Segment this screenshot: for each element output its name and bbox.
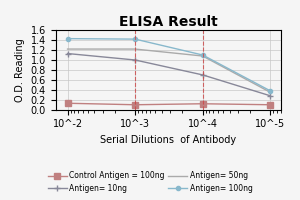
Antigen= 100ng [201,54,205,56]
Control Antigen = 100ng [268,104,272,106]
Title: ELISA Result: ELISA Result [119,15,218,29]
Control Antigen = 100ng [66,102,69,104]
Antigen= 100ng [133,38,137,40]
X-axis label: Serial Dilutions  of Antibody: Serial Dilutions of Antibody [100,135,236,145]
Antigen= 10ng [133,59,137,61]
Antigen= 50ng [268,91,272,94]
Line: Antigen= 50ng: Antigen= 50ng [68,49,270,92]
Control Antigen = 100ng [201,103,205,105]
Antigen= 100ng [66,37,69,40]
Antigen= 10ng [268,95,272,97]
Antigen= 10ng [201,74,205,76]
Y-axis label: O.D. Reading: O.D. Reading [15,38,25,102]
Antigen= 100ng [268,90,272,92]
Control Antigen = 100ng [133,104,137,106]
Line: Antigen= 10ng: Antigen= 10ng [64,50,274,99]
Antigen= 50ng [66,48,69,50]
Legend: Control Antigen = 100ng, Antigen= 10ng, Antigen= 50ng, Antigen= 100ng: Control Antigen = 100ng, Antigen= 10ng, … [44,168,256,196]
Line: Antigen= 100ng: Antigen= 100ng [65,37,272,93]
Line: Control Antigen = 100ng: Control Antigen = 100ng [65,100,273,108]
Antigen= 50ng [201,55,205,57]
Antigen= 50ng [133,48,137,50]
Antigen= 10ng [66,52,69,55]
